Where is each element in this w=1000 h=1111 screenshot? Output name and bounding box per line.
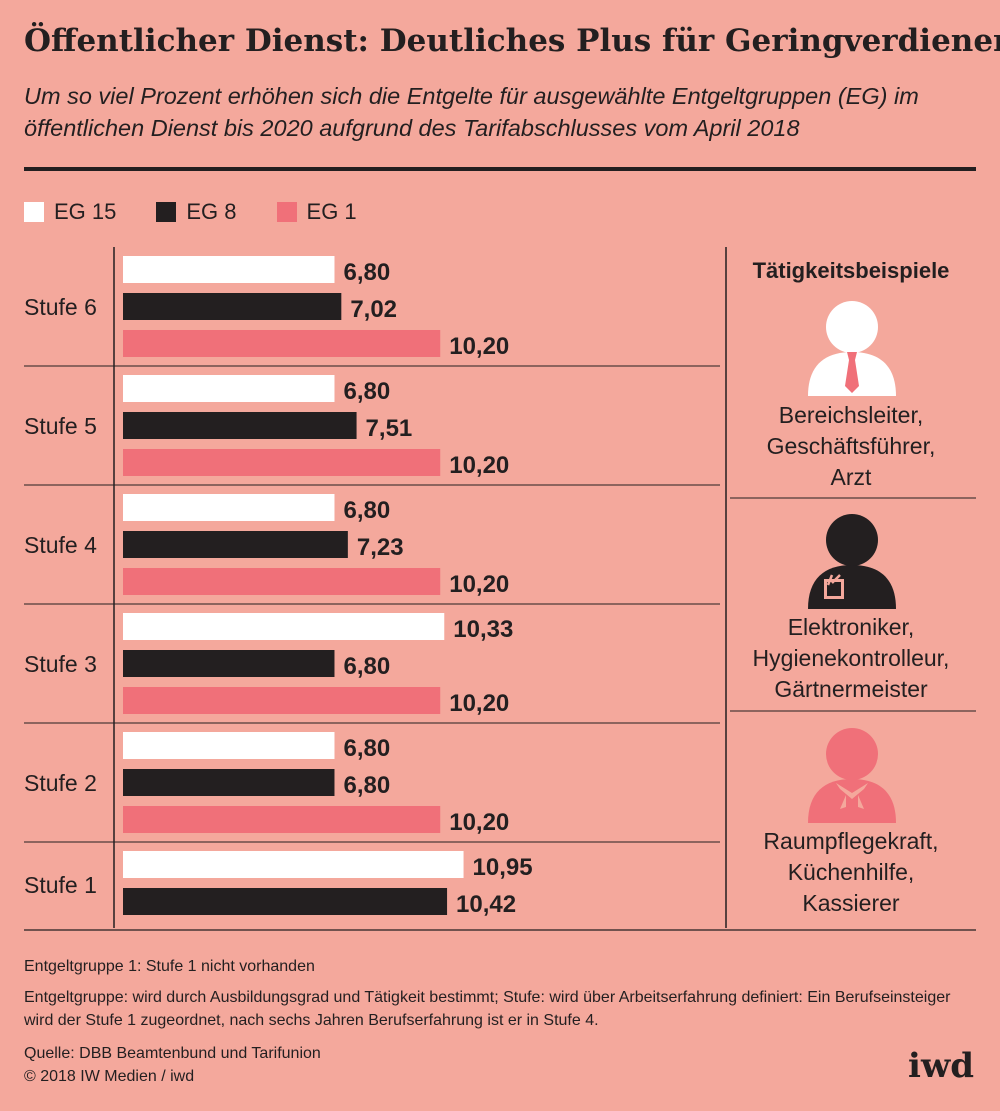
category-label: Stufe 4	[24, 532, 97, 558]
legend-item-eg8: EG 8	[156, 199, 237, 225]
legend-swatch-eg8	[156, 202, 177, 222]
bar-eg15	[123, 732, 335, 759]
bar-eg1	[123, 330, 441, 357]
chart-labels: Stufe 6 6,80 7,02 10,20 Stufe 5 6,80 7,51 10,20…	[24, 259, 533, 918]
data-label-eg15: 6,80	[343, 497, 390, 524]
copyright-note: © 2018 IW Medien / iwd	[24, 1068, 195, 1085]
category-label: Stufe 5	[24, 413, 97, 439]
example-text-3: Raumpflegekraft, Küchenhilfe, Kassierer	[763, 828, 939, 916]
bar-eg15	[123, 494, 335, 521]
legend-label-eg1: EG 1	[306, 199, 357, 224]
data-label-eg8: 6,80	[343, 653, 390, 680]
data-label-eg8: 7,51	[366, 415, 413, 442]
legend: EG 15 EG 8 EG 1	[24, 198, 397, 226]
bar-eg1	[123, 806, 441, 833]
data-label-eg15: 6,80	[343, 735, 390, 762]
person-pink-neckerchief-icon	[808, 728, 896, 823]
data-label-eg15: 6,80	[343, 378, 390, 405]
legend-item-eg1: EG 1	[276, 199, 357, 225]
bar-eg8	[123, 769, 335, 796]
bar-eg15	[123, 375, 335, 402]
data-label-eg1: 10,20	[449, 452, 509, 479]
data-label-eg8: 6,80	[343, 772, 390, 799]
chart-title: Öffentlicher Dienst: Deutliches Plus für…	[24, 23, 1000, 59]
bar-eg8	[123, 412, 357, 439]
example-text-2: Elektroniker, Hygienekontrolleur, Gärtne…	[752, 614, 950, 702]
chart-gridlines	[24, 247, 976, 931]
data-label-eg1: 10,20	[449, 809, 509, 836]
category-label: Stufe 2	[24, 770, 97, 796]
note-eg1: Entgeltgruppe 1: Stufe 1 nicht vorhanden	[24, 958, 315, 975]
person-white-tie-icon	[808, 301, 896, 396]
bar-eg15	[123, 613, 445, 640]
data-label-eg8: 7,02	[350, 296, 397, 323]
iwd-logo: iwd	[908, 1046, 974, 1086]
examples-title: Tätigkeitsbeispiele	[752, 258, 950, 283]
chart-subtitle: Um so viel Prozent erhöhen sich die Entg…	[24, 83, 919, 141]
bar-eg1	[123, 449, 441, 476]
category-label: Stufe 3	[24, 651, 97, 677]
data-label-eg1: 10,20	[449, 690, 509, 717]
legend-item-eg15: EG 15	[24, 199, 116, 225]
data-label-eg1: 10,20	[449, 571, 509, 598]
example-text-1: Bereichsleiter, Geschäftsführer, Arzt	[766, 402, 936, 490]
bar-eg8	[123, 293, 342, 320]
note-definition: Entgeltgruppe: wird durch Ausbildungsgra…	[24, 989, 951, 1029]
category-label: Stufe 6	[24, 294, 97, 320]
data-label-eg15: 6,80	[343, 259, 390, 286]
bar-eg15	[123, 851, 464, 878]
data-label-eg1: 10,20	[449, 333, 509, 360]
bar-eg15	[123, 256, 335, 283]
bar-eg1	[123, 687, 441, 714]
person-black-pocket-icon	[808, 514, 896, 609]
bar-eg8	[123, 531, 348, 558]
chart-bars	[123, 256, 464, 915]
legend-label-eg8: EG 8	[186, 199, 237, 224]
data-label-eg15: 10,95	[473, 854, 533, 881]
legend-swatch-eg15	[24, 202, 44, 222]
legend-label-eg15: EG 15	[54, 199, 117, 224]
bar-eg1	[123, 568, 441, 595]
bar-eg8	[123, 888, 448, 915]
title-divider	[24, 167, 976, 171]
data-label-eg15: 10,33	[453, 616, 513, 643]
legend-swatch-eg1	[276, 202, 297, 222]
source-note: Quelle: DBB Beamtenbund und Tarifunion	[24, 1045, 321, 1062]
bar-eg8	[123, 650, 335, 677]
data-label-eg8: 10,42	[456, 891, 516, 918]
category-label: Stufe 1	[24, 872, 97, 898]
data-label-eg8: 7,23	[357, 534, 404, 561]
